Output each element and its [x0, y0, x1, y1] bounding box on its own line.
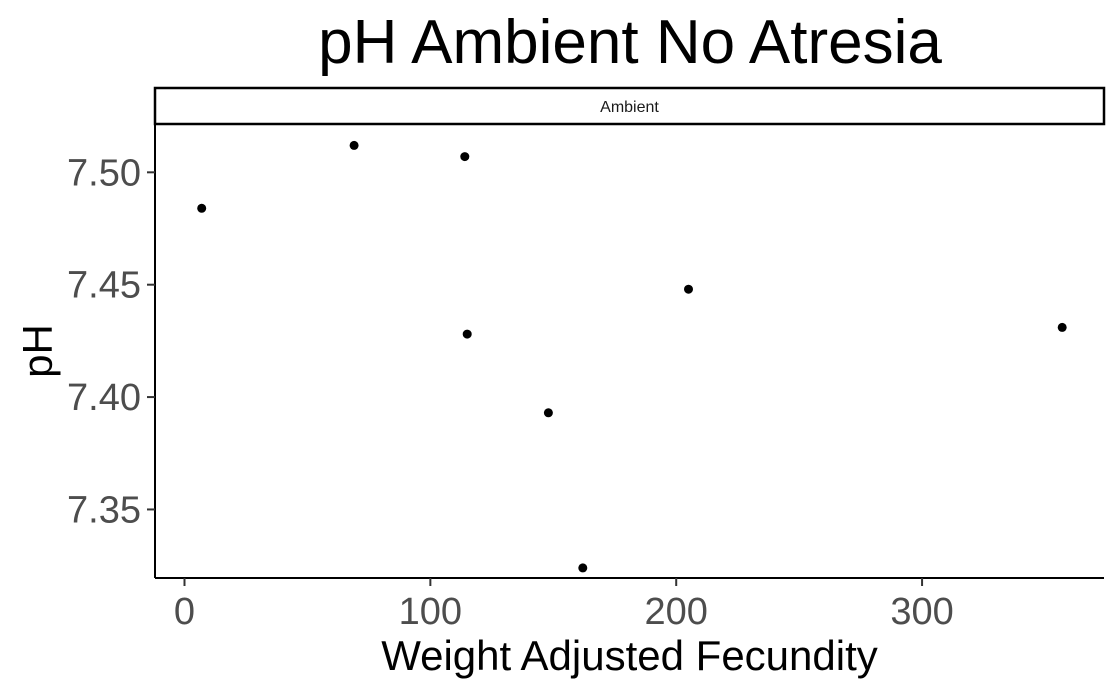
data-point [197, 203, 207, 213]
data-point [349, 140, 359, 150]
y-tick-label: 7.50 [67, 152, 141, 194]
y-tick-label: 7.40 [67, 377, 141, 419]
x-tick-label: 300 [890, 591, 953, 633]
data-point [543, 408, 553, 418]
x-tick-label: 200 [645, 591, 708, 633]
data-point [684, 284, 693, 294]
facet-strip [153, 86, 1106, 126]
facet-strip-label: Ambient [600, 99, 659, 116]
x-tick-label: 100 [399, 591, 462, 633]
y-tick-label: 7.45 [67, 265, 141, 307]
y-axis-title: pH [14, 324, 61, 378]
y-axis-ticks: 7.35 7.40 7.45 7.50 [67, 152, 155, 531]
chart-title: pH Ambient No Atresia [318, 8, 942, 77]
y-tick-label: 7.35 [67, 489, 141, 531]
x-tick-label: 0 [174, 591, 195, 633]
data-point [1057, 322, 1067, 332]
points-layer [197, 140, 1067, 573]
data-point [460, 152, 470, 162]
data-point [578, 563, 588, 573]
data-point [462, 329, 472, 339]
x-axis-title: Weight Adjusted Fecundity [381, 632, 878, 679]
x-axis-ticks: 0 100 200 300 [174, 578, 954, 633]
